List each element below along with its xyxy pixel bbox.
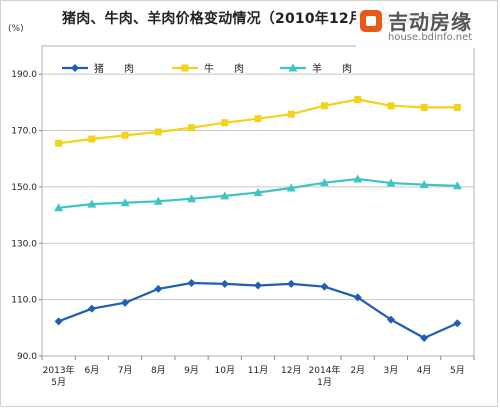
data-point — [253, 188, 263, 197]
brand-logo-icon — [360, 10, 382, 32]
data-point — [87, 199, 97, 208]
data-point — [419, 180, 429, 189]
data-point — [287, 110, 295, 118]
data-point — [452, 181, 462, 190]
data-point — [353, 293, 362, 302]
data-point — [220, 191, 230, 200]
series-line — [58, 281, 458, 340]
data-point — [55, 139, 63, 147]
data-point — [187, 279, 196, 288]
data-point — [220, 279, 229, 288]
watermark-brand: 吉动房缘 — [388, 10, 472, 34]
data-point — [121, 298, 130, 307]
data-point — [287, 279, 296, 288]
data-point — [54, 203, 64, 212]
data-point — [319, 178, 329, 187]
y-tick-label: 170.0 — [11, 127, 37, 137]
data-point — [353, 174, 363, 183]
x-tick-label: 7月 — [118, 365, 133, 376]
data-point — [453, 103, 461, 111]
x-tick-label: 3月 — [384, 365, 399, 376]
chart-title: 猪肉、牛肉、羊肉价格变动情况（2010年12月价格=100） — [62, 11, 448, 27]
x-tick-label: 5月 — [450, 365, 465, 376]
data-point — [54, 317, 63, 326]
y-axis-unit: (%) — [8, 24, 24, 34]
y-tick-label: 190.0 — [11, 70, 37, 80]
x-tick-label: 12月 — [281, 365, 301, 376]
data-point — [320, 282, 329, 291]
x-tick-label: 2013年 — [43, 364, 75, 376]
legend-marker — [181, 64, 189, 72]
data-point — [420, 103, 428, 111]
data-point — [188, 124, 196, 132]
data-point — [187, 194, 197, 203]
y-tick-label: 110.0 — [11, 296, 37, 306]
x-tick-label: 9月 — [184, 365, 199, 376]
data-point — [354, 96, 362, 104]
data-point — [387, 102, 395, 110]
x-tick-label: 5月 — [51, 377, 66, 388]
y-tick-label: 150.0 — [11, 183, 37, 193]
y-tick-label: 130.0 — [11, 239, 37, 249]
y-tick-label: 90.0 — [17, 352, 37, 362]
watermark: 吉动房缘 house.bdinfo.net — [356, 4, 496, 48]
data-point — [453, 319, 462, 328]
data-point — [386, 315, 395, 324]
legend-marker — [288, 63, 298, 72]
x-tick-label: 8月 — [151, 365, 166, 376]
legend-label: 猪 肉 — [94, 62, 134, 75]
legend-label: 牛 肉 — [204, 62, 244, 75]
data-point — [120, 198, 130, 207]
data-point — [221, 119, 229, 127]
data-point — [286, 183, 296, 192]
data-point — [88, 135, 96, 143]
x-tick-label: 1月 — [317, 377, 332, 388]
data-point — [154, 128, 162, 136]
data-point — [154, 284, 163, 293]
legend-marker — [71, 64, 79, 72]
x-tick-label: 6月 — [84, 365, 99, 376]
data-point — [121, 131, 129, 139]
data-point — [87, 304, 96, 313]
data-point — [320, 102, 328, 110]
watermark-url: house.bdinfo.net — [388, 32, 473, 43]
plot-area — [41, 45, 475, 357]
x-tick-label: 4月 — [417, 365, 432, 376]
legend-label: 羊 肉 — [312, 62, 352, 75]
data-point — [386, 178, 396, 187]
data-point — [153, 196, 163, 205]
data-point — [254, 115, 262, 123]
data-point — [420, 333, 429, 342]
x-tick-label: 2月 — [350, 365, 365, 376]
x-tick-label: 11月 — [248, 365, 268, 376]
x-tick-label: 2014年 — [309, 364, 341, 376]
data-point — [254, 281, 262, 290]
x-tick-label: 10月 — [215, 365, 235, 376]
